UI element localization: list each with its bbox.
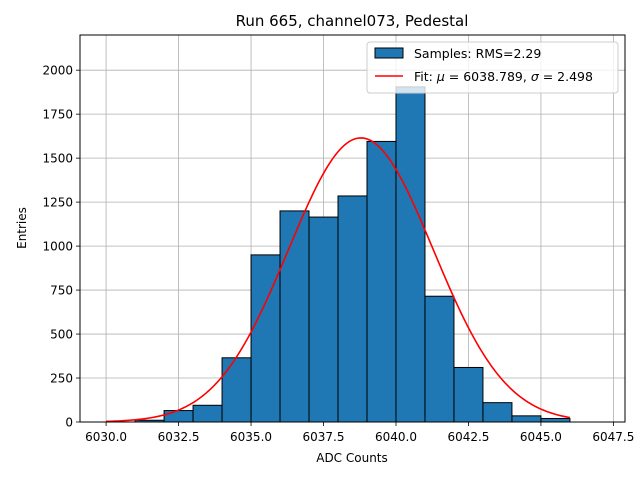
x-tick-label: 6032.5 [158,430,200,444]
y-tick-label: 1250 [42,196,73,210]
histogram-bar [337,195,368,423]
y-tick-label: 1000 [42,240,73,254]
histogram-bars [134,86,571,423]
histogram-bar [192,404,223,423]
x-tick-label: 6040.0 [375,430,417,444]
x-tick-label: 6030.0 [85,430,127,444]
x-tick-label: 6045.0 [520,430,562,444]
histogram-bar [221,357,252,423]
y-tick-label: 1750 [42,108,73,122]
legend-samples-label: Samples: RMS=2.29 [414,46,541,61]
legend: Samples: RMS=2.29 Fit: μ = 6038.789, σ =… [366,41,619,94]
y-tick-label: 500 [50,328,73,342]
y-tick-label: 250 [50,372,73,386]
y-axis-ticks: 0 250 500 750 1000 1250 1500 1750 2000 [42,64,80,430]
histogram-bar [279,210,310,423]
x-axis-label: ADC Counts [316,451,388,465]
histogram-bar [424,295,455,423]
histogram-bar [482,402,513,423]
x-tick-label: 6042.5 [447,430,489,444]
x-tick-label: 6037.5 [303,430,345,444]
legend-fit-sigma-value: = 2.498 [539,69,593,84]
y-tick-label: 0 [65,416,73,430]
legend-fit-mu-symbol: μ [436,69,445,84]
legend-fit-sigma-symbol: σ [531,69,540,84]
histogram-bar [453,366,484,423]
legend-fit-label: Fit: μ = 6038.789, σ = 2.498 [414,69,593,84]
histogram-bar [511,415,542,423]
x-tick-label: 6047.5 [592,430,634,444]
histogram-bar [395,86,426,423]
plot-frame [79,34,626,423]
histogram-bar [540,417,571,423]
y-tick-label: 750 [50,284,73,298]
histogram-bar [366,140,397,423]
x-axis-ticks: 6030.0 6032.5 6035.0 6037.5 6040.0 6042.5 6045… [85,422,634,444]
chart-title: Run 665, channel073, Pedestal [236,12,469,30]
y-tick-label: 1500 [42,152,73,166]
legend-samples-swatch [374,47,404,59]
x-tick-label: 6035.0 [230,430,272,444]
histogram-bar [308,216,339,423]
y-tick-label: 2000 [42,64,73,78]
gaussian-fit-curve [106,137,571,423]
legend-fit-prefix: Fit: [414,69,437,84]
legend-fit-mu-value: = 6038.789, [445,69,531,84]
histogram-bar [163,410,194,423]
y-axis-label: Entries [15,207,29,249]
legend-box [366,41,619,94]
